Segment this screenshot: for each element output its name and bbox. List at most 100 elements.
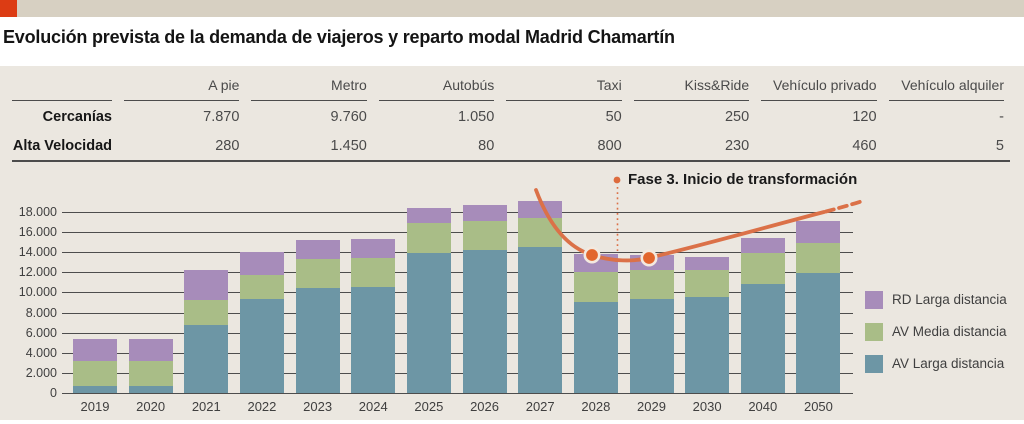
- bar-segment: [351, 287, 396, 393]
- table-cell: 5: [995, 138, 1004, 154]
- y-tick-label: 18.000: [18, 205, 57, 219]
- bar-2026: [462, 204, 507, 393]
- bar-segment: [573, 301, 618, 393]
- table-cell: 9.760: [330, 109, 367, 125]
- bar-segment: [406, 253, 451, 393]
- bar-segment: [685, 270, 730, 298]
- legend-swatch: [865, 354, 883, 373]
- table-cell: 250: [724, 109, 750, 125]
- bar-segment: [462, 221, 507, 251]
- bar-segment: [796, 221, 841, 244]
- plot-area: [62, 188, 853, 393]
- bar-segment: [573, 254, 618, 273]
- column-header-empty: [12, 74, 112, 101]
- top-bar: [0, 0, 1024, 17]
- bar-segment: [239, 299, 284, 393]
- bar-segment: [685, 257, 730, 271]
- x-tick-label: 2040: [748, 399, 778, 414]
- annotation-label: Fase 3. Inicio de transformación: [628, 171, 858, 188]
- y-tick-label: 4.000: [25, 345, 57, 360]
- y-tick-label: 12.000: [18, 265, 57, 280]
- bar-segment: [518, 200, 563, 219]
- gridline: [62, 232, 853, 234]
- table-cell: 230: [724, 138, 750, 154]
- table-cell: 7.870: [203, 109, 240, 125]
- x-tick-label: 2028: [581, 399, 611, 414]
- chart-legend: RD Larga distancia AV Media distancia AV L…: [865, 290, 1007, 386]
- bar-2021: [184, 270, 229, 393]
- bar-segment: [295, 259, 340, 289]
- legend-item: AV Larga distancia: [865, 354, 1007, 373]
- bar-2030: [685, 257, 730, 393]
- bar-segment: [462, 250, 507, 393]
- bar-segment: [239, 252, 284, 276]
- bar-2020: [128, 338, 173, 393]
- x-tick-label: 2030: [692, 399, 722, 414]
- x-tick-label: 2050: [803, 399, 833, 414]
- bar-segment: [462, 204, 507, 222]
- bar-segment: [629, 270, 674, 300]
- table-cell: 280: [215, 138, 240, 154]
- table-cell: -: [999, 109, 1004, 125]
- legend-label: AV Larga distancia: [892, 356, 1005, 371]
- bar-segment: [295, 240, 340, 260]
- brand-square-icon: [0, 0, 17, 17]
- table-bottom-rule: [12, 160, 1010, 162]
- bar-segment: [573, 272, 618, 302]
- bar-segment: [73, 360, 117, 386]
- bar-segment: [740, 238, 785, 254]
- gridline: [62, 252, 853, 254]
- x-tick-label: 2027: [525, 399, 555, 414]
- bar-segment: [351, 239, 396, 259]
- table-cell: 80: [478, 138, 495, 154]
- table-cell: 460: [852, 138, 877, 154]
- legend-swatch: [865, 322, 883, 341]
- column-header: Autobús: [378, 74, 495, 101]
- x-axis: 2019 2020 2021 2022 2023 2024 2025 2026 2027 2028…: [62, 399, 853, 417]
- row-label: Alta Velocidad: [12, 138, 112, 154]
- gridline: [62, 352, 853, 354]
- x-tick-label: 2020: [136, 399, 166, 414]
- bar-segment: [184, 270, 229, 300]
- legend-label: RD Larga distancia: [892, 292, 1007, 307]
- y-tick-label: 8.000: [25, 305, 57, 320]
- bar-segment: [128, 360, 173, 386]
- gridline: [62, 332, 853, 334]
- bar-segment: [239, 275, 284, 300]
- legend-label: AV Media distancia: [892, 324, 1007, 339]
- column-header: Kiss&Ride: [633, 74, 750, 101]
- x-tick-label: 2022: [247, 399, 277, 414]
- y-tick-label: 2.000: [25, 365, 57, 380]
- y-tick-label: 6.000: [25, 325, 57, 340]
- x-tick-label: 2019: [80, 399, 110, 414]
- gridline: [62, 292, 853, 294]
- bar-2040: [740, 238, 785, 393]
- bar-segment: [629, 299, 674, 393]
- y-tick-label: 0: [50, 386, 57, 400]
- column-header: Taxi: [506, 74, 622, 101]
- bar-2028: [573, 254, 618, 393]
- bar-segment: [629, 255, 674, 271]
- bar-2027: [518, 200, 563, 393]
- gridline: [62, 393, 853, 394]
- bar-segment: [740, 253, 785, 285]
- bar-2019: [73, 338, 117, 393]
- bar-2025: [406, 208, 451, 393]
- gridline: [62, 372, 853, 374]
- bar-2050: [796, 221, 841, 393]
- y-tick-label: 14.000: [18, 245, 57, 260]
- table-cell: 1.450: [330, 138, 367, 154]
- column-header: A pie: [124, 74, 240, 101]
- x-tick-label: 2023: [303, 399, 333, 414]
- x-tick-label: 2029: [637, 399, 666, 414]
- bar-segment: [351, 258, 396, 288]
- table-cell: 50: [605, 109, 622, 125]
- bar-2024: [351, 239, 396, 393]
- bar-segment: [128, 338, 173, 361]
- modal-split-table: A pie Metro Autobús Taxi Kiss&Ride Vehículo p…: [12, 74, 1004, 159]
- table-cell: 1.050: [457, 109, 495, 125]
- gridline: [62, 212, 853, 213]
- x-tick-label: 2024: [358, 399, 388, 414]
- bar-segment: [128, 385, 173, 393]
- table-cell: 800: [597, 138, 622, 154]
